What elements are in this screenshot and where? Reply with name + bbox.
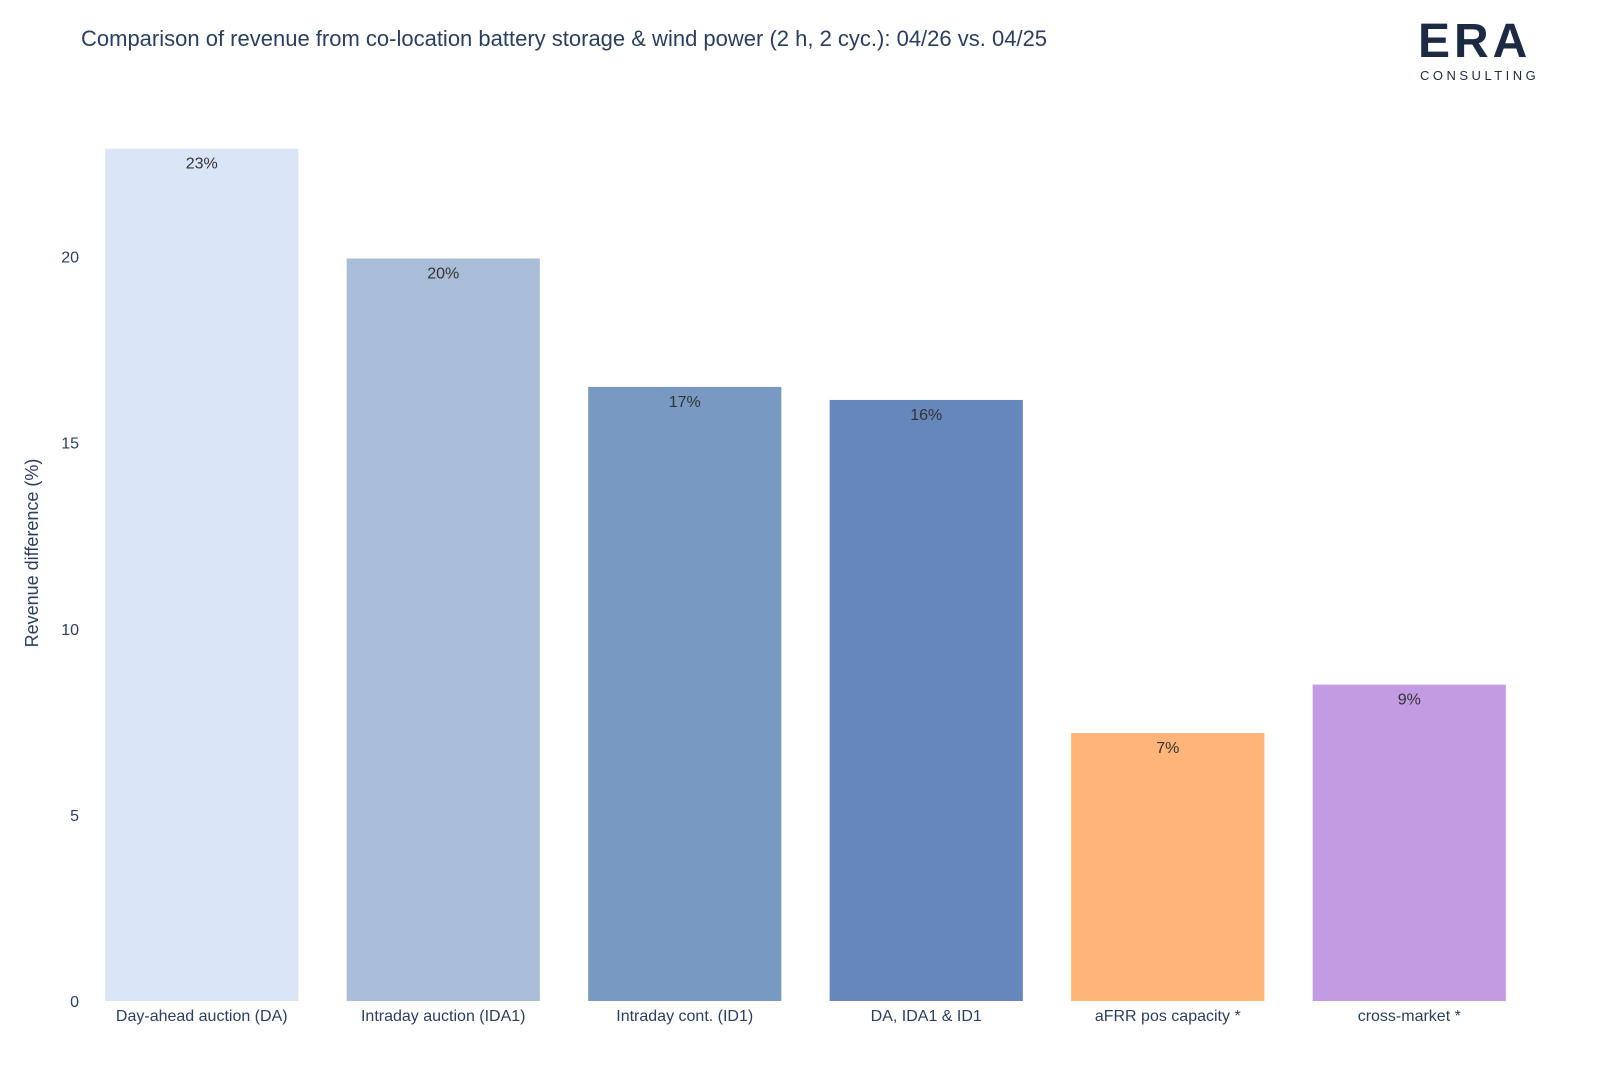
bar	[1312, 684, 1506, 1001]
bar	[105, 148, 299, 1001]
y-axis-ticks: 0 5 10 15 20	[61, 250, 79, 1011]
data-label: 7%	[1156, 740, 1179, 757]
x-category-label: cross-market *	[1358, 1008, 1461, 1025]
era-consulting-logo: ERA CONSULTING	[1418, 14, 1538, 84]
chart-title: Comparison of revenue from co-location b…	[81, 26, 1048, 51]
y-tick-label: 5	[70, 808, 79, 825]
x-category-label: Intraday auction (IDA1)	[361, 1008, 526, 1025]
bar	[829, 399, 1023, 1002]
y-tick-label: 20	[61, 250, 79, 267]
data-labels: 23% 20% 17% 16% 7% 9%	[186, 156, 1421, 757]
data-label: 23%	[186, 156, 218, 173]
x-category-label: Day-ahead auction (DA)	[116, 1008, 288, 1025]
data-label: 20%	[427, 266, 459, 283]
x-category-label: DA, IDA1 & ID1	[871, 1008, 982, 1025]
bar	[346, 258, 540, 1001]
x-category-label: aFRR pos capacity *	[1095, 1008, 1241, 1025]
data-label: 17%	[669, 394, 701, 411]
logo-wordmark: ERA	[1418, 15, 1532, 68]
data-label: 9%	[1398, 692, 1421, 709]
y-tick-label: 15	[61, 436, 79, 453]
x-category-label: Intraday cont. (ID1)	[616, 1008, 753, 1025]
bars	[105, 148, 1506, 1002]
logo-subtitle: CONSULTING	[1420, 68, 1540, 83]
y-axis-label: Revenue difference (%)	[22, 459, 42, 648]
y-tick-label: 0	[70, 994, 79, 1011]
x-axis-categories: Day-ahead auction (DA) Intraday auction (…	[116, 1008, 1461, 1025]
bar	[1071, 733, 1265, 1001]
data-label: 16%	[910, 407, 942, 424]
y-tick-label: 10	[61, 622, 79, 639]
bar	[588, 386, 782, 1001]
